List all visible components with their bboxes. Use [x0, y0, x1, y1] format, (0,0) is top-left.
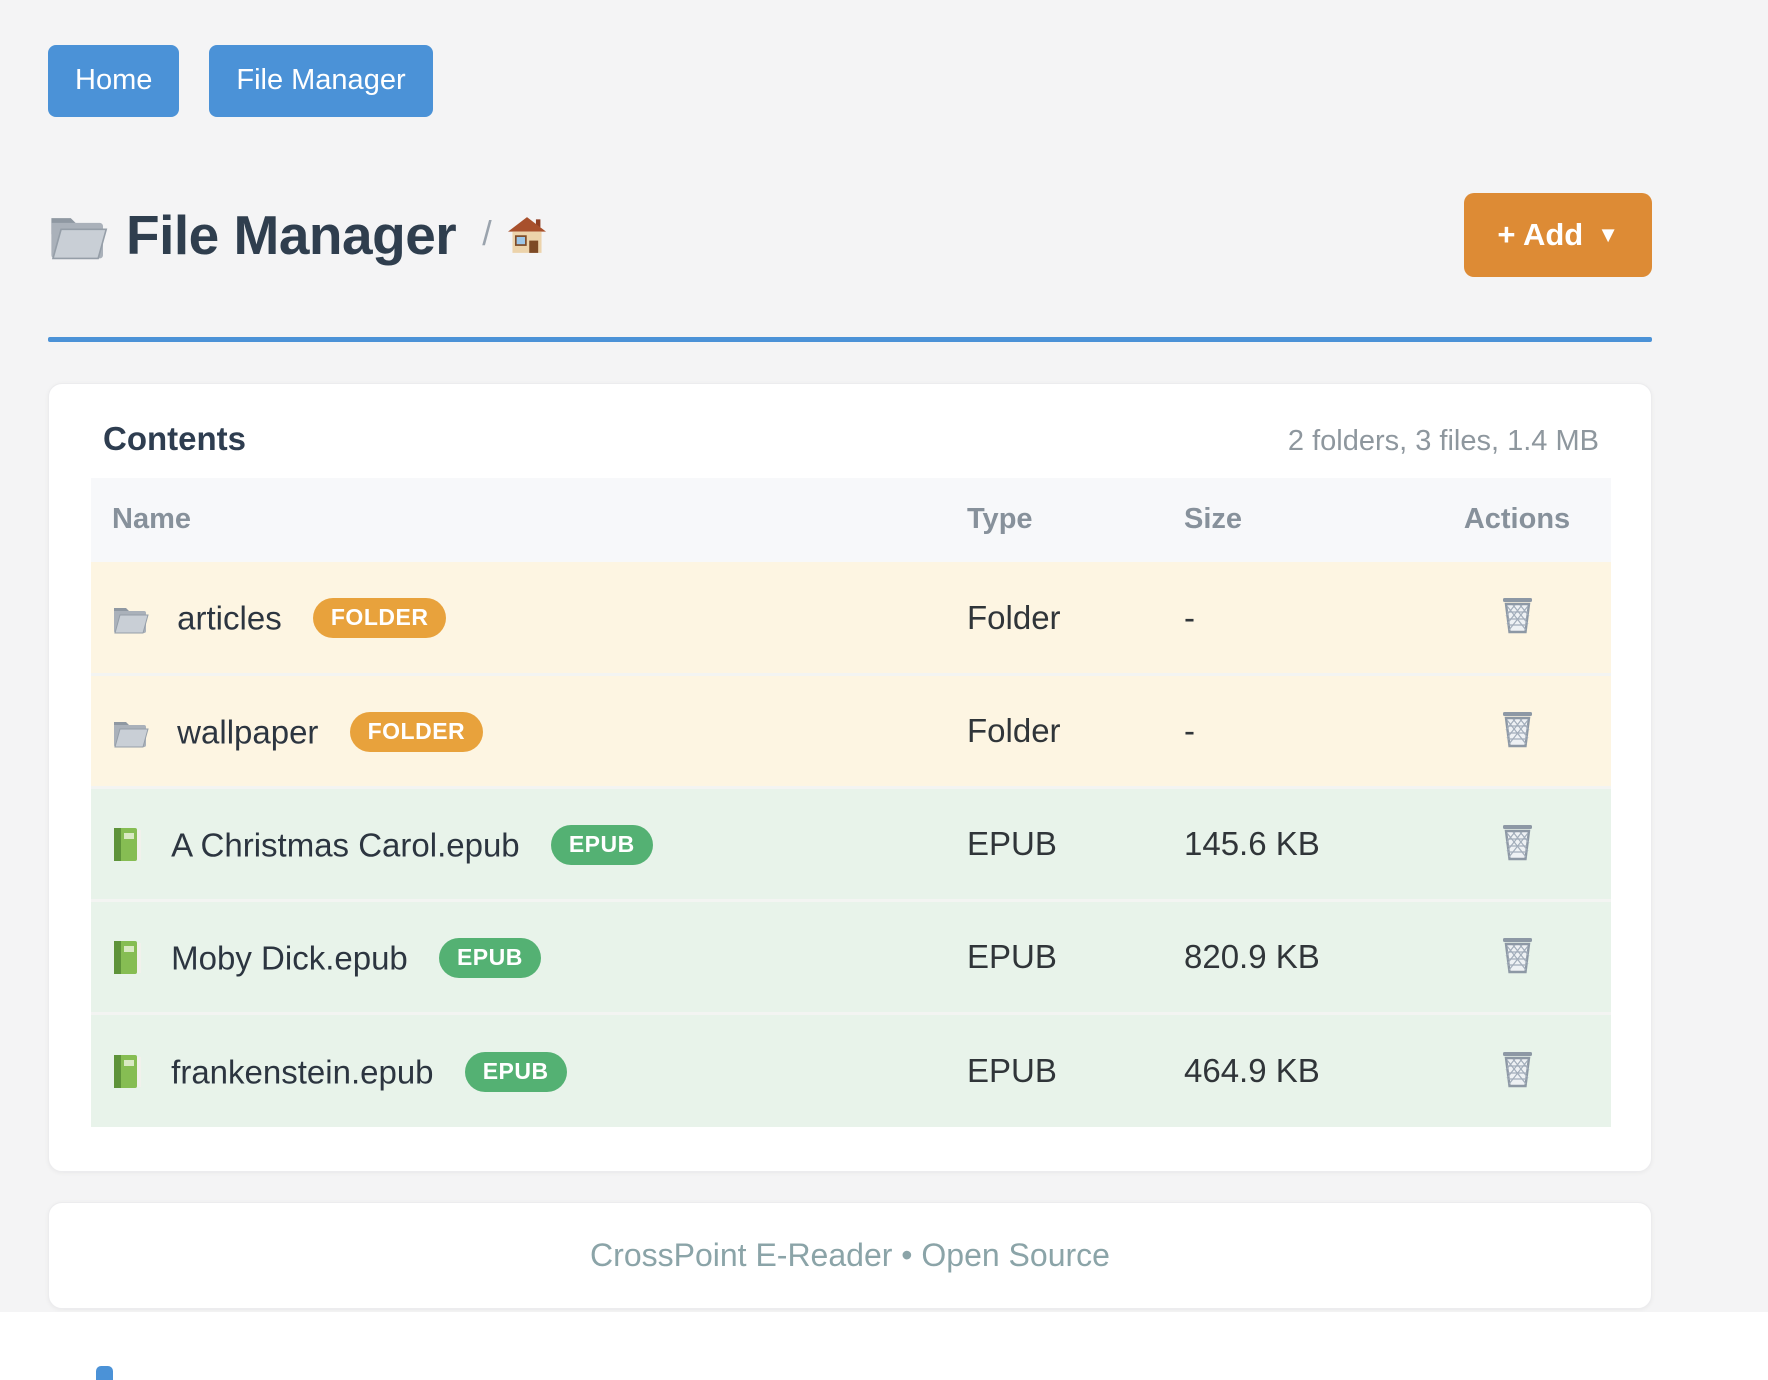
- file-type: EPUB: [946, 1013, 1163, 1127]
- nav-file-manager-button[interactable]: File Manager: [209, 45, 433, 117]
- file-kind-badge: FOLDER: [349, 712, 484, 753]
- file-size: 145.6 KB: [1163, 787, 1423, 903]
- file-type-icon: [112, 717, 149, 748]
- file-name[interactable]: wallpaper: [177, 713, 319, 751]
- breadcrumb-separator: /: [482, 215, 492, 254]
- book-icon: [114, 1054, 141, 1088]
- bottom-partial-button[interactable]: [96, 1366, 113, 1380]
- contents-card: Contents 2 folders, 3 files, 1.4 MB Name…: [48, 382, 1652, 1172]
- footer-text: CrossPoint E-Reader • Open Source: [590, 1236, 1110, 1273]
- column-header-size: Size: [1163, 477, 1423, 562]
- nav-home-button[interactable]: Home: [48, 45, 180, 117]
- page-title: File Manager: [126, 203, 457, 266]
- folder-icon: [51, 217, 108, 260]
- trash-icon: [1502, 824, 1532, 861]
- file-kind-badge: FOLDER: [312, 598, 447, 639]
- table-row: A Christmas Carol.epub EPUB EPUB 145.6 K…: [91, 787, 1611, 903]
- book-icon: [114, 828, 141, 862]
- table-header-row: Name Type Size Actions: [91, 477, 1611, 562]
- file-kind-badge: EPUB: [464, 1051, 567, 1092]
- file-size: -: [1163, 561, 1423, 677]
- column-header-name: Name: [91, 477, 946, 562]
- footer-card: CrossPoint E-Reader • Open Source: [48, 1201, 1652, 1309]
- delete-button[interactable]: [1495, 819, 1540, 866]
- file-type-icon: [112, 603, 149, 634]
- delete-button[interactable]: [1495, 706, 1540, 753]
- book-icon: [114, 941, 141, 975]
- file-size: -: [1163, 674, 1423, 790]
- trash-icon: [1502, 1051, 1532, 1087]
- trash-icon: [1502, 937, 1532, 974]
- table-row: wallpaper FOLDER Folder -: [91, 674, 1611, 790]
- folder-icon: [114, 607, 149, 634]
- file-type-icon: [112, 827, 143, 863]
- file-type: EPUB: [946, 787, 1163, 903]
- add-button-label: + Add: [1497, 216, 1584, 252]
- chevron-down-icon: ▼: [1597, 221, 1619, 247]
- table-row: Moby Dick.epub EPUB EPUB 820.9 KB: [91, 900, 1611, 1016]
- breadcrumb-home-link[interactable]: [506, 216, 548, 254]
- file-kind-badge: EPUB: [550, 825, 653, 866]
- contents-table-body: articles FOLDER Folder - wallpaper FOLDE…: [91, 561, 1611, 1127]
- trash-icon: [1502, 711, 1532, 748]
- contents-table: Name Type Size Actions articles FOLDER F…: [91, 477, 1611, 1127]
- file-manager-page: Home File Manager File Manager /: [0, 0, 1768, 1312]
- delete-button[interactable]: [1495, 592, 1540, 639]
- file-size: 464.9 KB: [1163, 1013, 1423, 1127]
- file-type-icon: [112, 940, 143, 976]
- table-row: articles FOLDER Folder -: [91, 561, 1611, 677]
- column-header-type: Type: [946, 477, 1163, 562]
- file-type: Folder: [946, 561, 1163, 677]
- file-name[interactable]: frankenstein.epub: [171, 1052, 434, 1090]
- page-header: File Manager / + Add ▼: [48, 192, 1652, 277]
- column-header-actions: Actions: [1423, 477, 1611, 562]
- delete-button[interactable]: [1495, 1046, 1540, 1093]
- top-nav: Home File Manager: [48, 0, 1652, 117]
- add-button[interactable]: + Add ▼: [1464, 192, 1652, 277]
- contents-summary: 2 folders, 3 files, 1.4 MB: [1287, 424, 1599, 457]
- house-icon: [507, 217, 546, 253]
- header-divider: [48, 336, 1652, 342]
- file-type-icon: [112, 1054, 143, 1090]
- file-name[interactable]: A Christmas Carol.epub: [171, 826, 520, 864]
- trash-icon: [1502, 598, 1532, 634]
- file-kind-badge: EPUB: [438, 938, 541, 979]
- bottom-strip: [0, 1312, 1768, 1380]
- table-row: frankenstein.epub EPUB EPUB 464.9 KB: [91, 1013, 1611, 1127]
- file-type: Folder: [946, 674, 1163, 790]
- file-size: 820.9 KB: [1163, 900, 1423, 1016]
- delete-button[interactable]: [1495, 932, 1540, 979]
- file-name[interactable]: Moby Dick.epub: [171, 939, 408, 977]
- file-name[interactable]: articles: [177, 599, 282, 637]
- contents-heading: Contents: [103, 419, 246, 457]
- file-type: EPUB: [946, 900, 1163, 1016]
- folder-icon: [114, 721, 149, 748]
